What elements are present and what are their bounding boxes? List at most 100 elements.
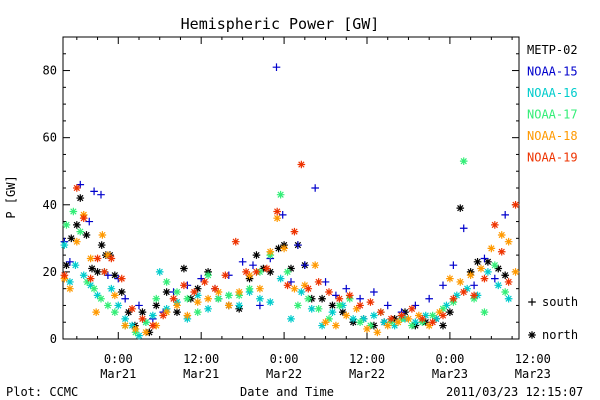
chart-title: Hemispheric Power [GW] [181, 15, 380, 33]
data-point [276, 190, 285, 199]
data-point [111, 308, 119, 316]
data-point [107, 254, 116, 263]
x-tick-label-date: Mar21 [183, 367, 219, 381]
data-point [256, 301, 264, 310]
data-point [435, 308, 444, 316]
data-point [304, 294, 313, 303]
marker-key-label: south [542, 295, 578, 309]
data-point [404, 315, 413, 323]
data-point [283, 268, 292, 276]
data-point [339, 308, 347, 316]
data-point [272, 63, 281, 71]
x-tick-label-date: Mar21 [100, 367, 136, 381]
data-point [442, 301, 451, 310]
data-point [449, 261, 458, 269]
data-point [266, 298, 275, 306]
data-point [142, 328, 150, 337]
data-point [370, 288, 378, 296]
data-point [394, 318, 402, 327]
data-point [335, 301, 344, 310]
data-point [411, 301, 420, 310]
data-point [383, 301, 392, 310]
data-point [415, 311, 423, 320]
marker-key-label: north [542, 328, 578, 342]
data-point [446, 308, 454, 316]
plot-frame [62, 36, 520, 340]
data-point [135, 301, 143, 310]
data-point [491, 274, 499, 283]
data-point [82, 231, 91, 239]
data-point [276, 274, 285, 283]
data-point [100, 268, 109, 276]
data-point [325, 315, 333, 323]
data-point [342, 284, 351, 293]
data-point [149, 311, 157, 320]
x-tick-label-date: Mar23 [515, 367, 551, 381]
data-point [321, 278, 330, 286]
data-point [290, 284, 299, 293]
data-point [304, 284, 313, 293]
data-point [62, 261, 71, 269]
data-point [60, 271, 69, 280]
data-point [231, 237, 240, 246]
data-point [67, 234, 76, 243]
data-point [249, 261, 257, 269]
data-point [92, 308, 100, 316]
data-point [180, 264, 188, 273]
y-axis-label: P [GW] [4, 175, 18, 218]
data-point [256, 294, 264, 303]
data-point [79, 214, 88, 222]
x-tick-label-time: 12:00 [349, 352, 385, 366]
data-point [484, 258, 492, 266]
data-point [274, 244, 283, 253]
data-point [238, 258, 247, 266]
data-point [98, 231, 107, 239]
data-point [387, 315, 395, 323]
data-point [121, 294, 129, 303]
data-point [190, 288, 199, 296]
legend: METP-02 NOAA-15 NOAA-16 NOAA-17 NOAA-18 NOAA-… [527, 43, 578, 165]
data-point [111, 291, 119, 300]
data-point [245, 284, 254, 293]
series-noaa-19 [60, 160, 520, 330]
data-point [408, 321, 416, 330]
data-point [283, 281, 292, 290]
data-point [301, 261, 309, 269]
footer-credit: Plot: CCMC [6, 385, 78, 399]
data-point [104, 271, 112, 280]
data-point [225, 301, 233, 310]
data-point [480, 254, 489, 263]
data-point [439, 281, 447, 290]
data-point [138, 315, 147, 323]
data-point [287, 278, 295, 286]
data-point [88, 264, 96, 273]
legend-entry: NOAA-15 [527, 65, 578, 79]
data-point [280, 244, 288, 253]
data-point [193, 284, 202, 293]
data-point [497, 247, 506, 256]
data-point [200, 278, 209, 286]
data-point [352, 305, 361, 313]
data-point [380, 318, 389, 327]
data-point [497, 231, 506, 239]
data-point [204, 271, 212, 280]
data-point [484, 268, 492, 276]
x-tick-label-time: 12:00 [515, 352, 551, 366]
data-point [149, 321, 157, 330]
data-point [66, 258, 74, 266]
data-point [466, 271, 475, 280]
y-tick-label: 60 [43, 131, 57, 145]
data-point [321, 318, 330, 327]
data-point [73, 184, 81, 192]
data-point [297, 288, 306, 296]
x-axis-label: Date and Time [240, 385, 334, 399]
data-point [487, 244, 496, 253]
data-point [97, 241, 106, 249]
x-tick-label-time: 0:00 [435, 352, 464, 366]
x-tick-label-date: Mar23 [432, 367, 468, 381]
marker-key: south north [528, 295, 578, 342]
data-point [256, 284, 264, 293]
data-point [97, 294, 105, 303]
data-point [266, 268, 275, 276]
